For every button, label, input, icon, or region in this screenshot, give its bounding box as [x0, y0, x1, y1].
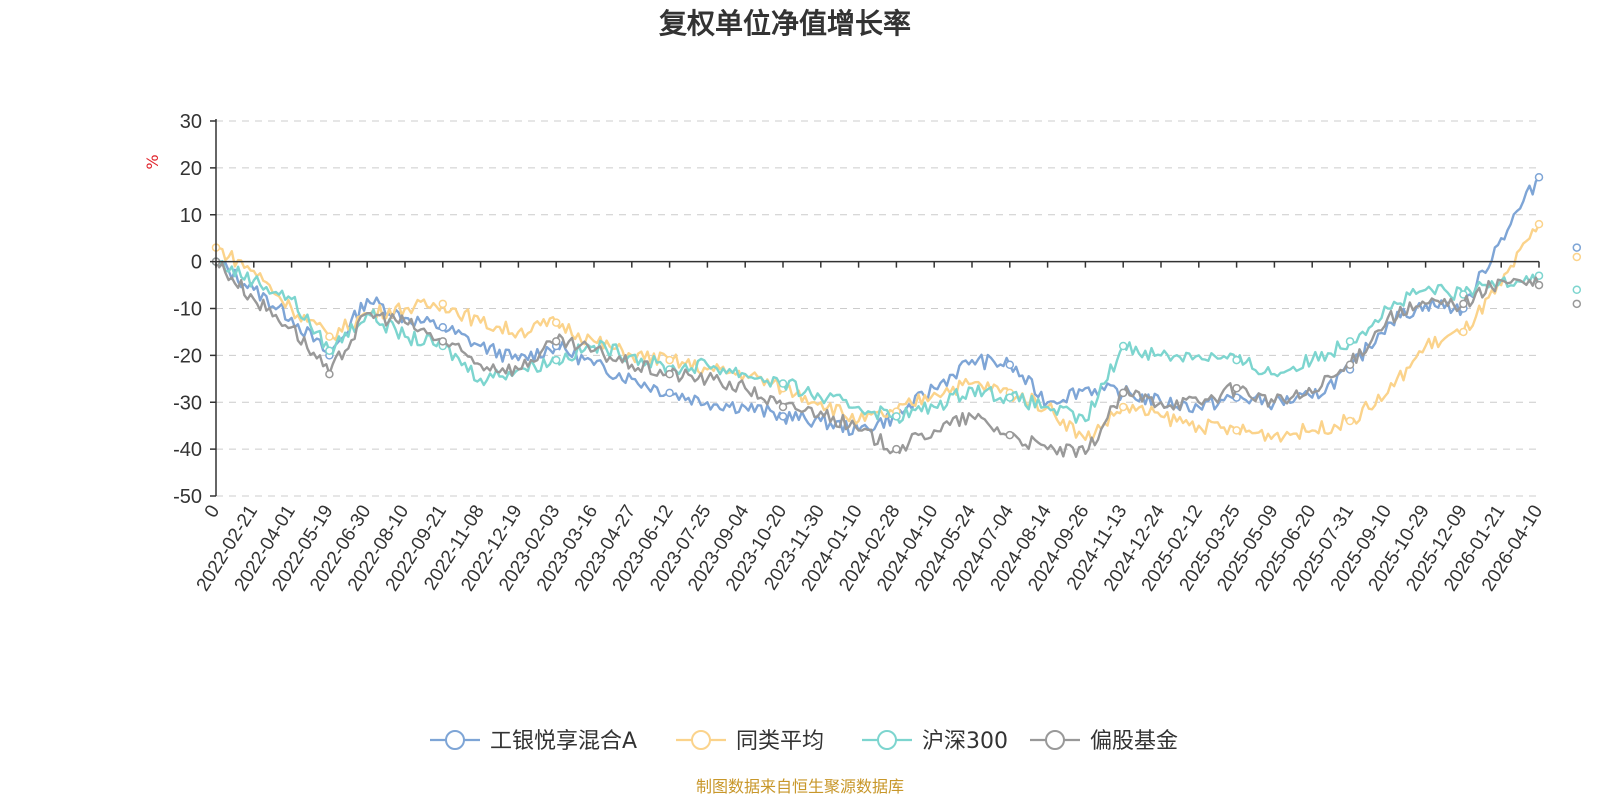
data-point: [665, 355, 674, 365]
data-point: [438, 337, 448, 346]
y-tick-label: 30: [180, 111, 202, 133]
data-point: [1345, 337, 1355, 346]
y-tick-label: 10: [180, 205, 202, 227]
legend-circle-icon: [445, 730, 465, 750]
series-4: [211, 257, 1582, 458]
data-point: [1005, 360, 1015, 369]
data-point: [665, 369, 674, 379]
data-point: [1572, 243, 1582, 252]
legend-label: 沪深300: [922, 729, 1008, 754]
data-point: [778, 412, 788, 421]
data-point: [1005, 430, 1015, 440]
series-line: [215, 259, 1541, 424]
data-point: [1232, 426, 1241, 435]
legend-circle-icon: [877, 730, 897, 750]
data-point: [665, 388, 674, 398]
data-source-footer: 制图数据来自恒生聚源数据库: [696, 777, 904, 796]
data-point: [1459, 299, 1468, 309]
data-point: [1232, 383, 1241, 393]
legend-item-2[interactable]: 同类平均: [676, 729, 824, 754]
x-tick-label: 0: [201, 502, 224, 522]
legend-circle-icon: [691, 730, 711, 750]
legend[interactable]: 工银悦享混合A 同类平均 沪深300 偏股基金: [430, 729, 1178, 754]
y-axis-unit-label: %: [143, 154, 162, 169]
data-point: [551, 337, 561, 346]
legend-label: 工银悦享混合A: [490, 729, 637, 754]
data-point: [1345, 360, 1355, 369]
data-point: [1572, 285, 1582, 294]
data-point: [1005, 393, 1015, 402]
series-lines: [211, 173, 1582, 458]
data-point: [438, 323, 448, 332]
axes: 3020100-10-20-30-40-5002022-02-212022-04…: [173, 111, 1547, 595]
data-point: [551, 355, 561, 365]
data-point: [1572, 252, 1582, 262]
data-point: [1345, 416, 1355, 426]
data-point: [1534, 219, 1544, 229]
data-point: [778, 402, 788, 412]
legend-item-4[interactable]: 偏股基金: [1030, 729, 1178, 754]
data-point: [551, 318, 561, 327]
data-point: [892, 444, 901, 454]
legend-label: 偏股基金: [1090, 729, 1178, 754]
data-point: [438, 299, 448, 309]
data-point: [325, 369, 334, 379]
chart-title: 复权单位净值增长率: [659, 7, 911, 40]
data-point: [1534, 173, 1544, 182]
y-tick-label: 0: [191, 252, 202, 274]
series-line: [215, 223, 1541, 443]
y-tick-label: -30: [173, 392, 202, 414]
series-line: [214, 261, 1541, 458]
data-point: [1118, 388, 1128, 398]
data-point: [778, 379, 788, 388]
data-point: [1118, 341, 1128, 351]
series-line: [215, 176, 1540, 436]
legend-item-1[interactable]: 工银悦享混合A: [430, 729, 637, 754]
legend-circle-icon: [1045, 730, 1065, 750]
y-tick-label: -40: [173, 439, 202, 461]
data-point: [1232, 355, 1241, 365]
data-point: [1572, 299, 1582, 309]
data-point: [1534, 271, 1544, 280]
data-point: [325, 346, 334, 355]
y-tick-label: 20: [180, 158, 202, 180]
y-tick-label: -10: [173, 299, 202, 321]
data-point: [1459, 327, 1468, 337]
data-point: [1534, 280, 1544, 290]
series-1: [211, 173, 1582, 436]
y-tick-label: -20: [173, 345, 202, 367]
data-point: [1118, 402, 1128, 412]
legend-label: 同类平均: [736, 729, 824, 754]
y-tick-label: -50: [173, 486, 202, 508]
data-point: [892, 412, 901, 421]
data-point: [325, 332, 334, 341]
legend-item-3[interactable]: 沪深300: [862, 729, 1008, 754]
